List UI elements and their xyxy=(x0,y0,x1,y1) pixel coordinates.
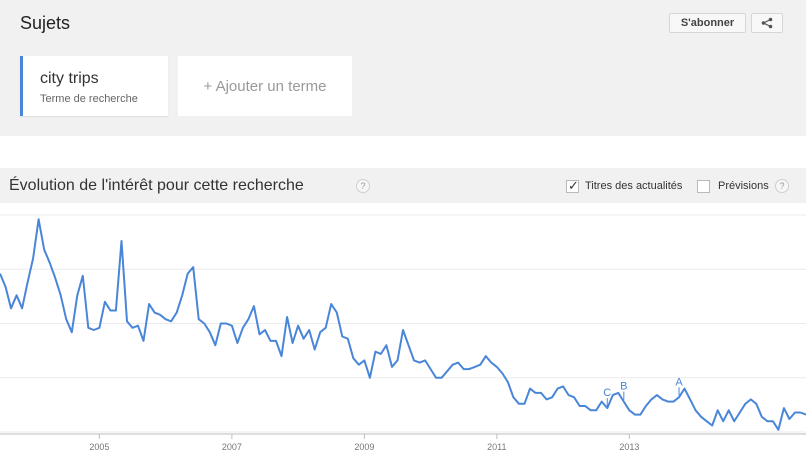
share-button[interactable] xyxy=(751,13,783,33)
help-icon[interactable]: ? xyxy=(356,179,370,193)
search-term-card[interactable]: city trips Terme de recherche xyxy=(20,56,168,116)
topics-title: Sujets xyxy=(20,13,71,33)
series-line xyxy=(0,218,806,431)
annotation-label[interactable]: A xyxy=(675,376,683,388)
interest-title: Évolution de l'intérêt pour cette recher… xyxy=(9,177,304,194)
term-type: Terme de recherche xyxy=(40,93,138,105)
annotation-label[interactable]: B xyxy=(620,381,627,393)
term-name: city trips xyxy=(40,70,99,87)
topics-panel: Sujets S'abonner city trips Terme de rec… xyxy=(0,0,806,136)
forecast-label: Prévisions xyxy=(718,180,769,192)
chart-grid xyxy=(0,214,806,433)
add-term-button[interactable]: + Ajouter un terme xyxy=(178,56,352,116)
news-annotations: CB A xyxy=(603,376,683,407)
forecast-help-icon[interactable]: ? xyxy=(775,179,789,193)
x-tick-label: 2005 xyxy=(89,442,109,452)
subscribe-button[interactable]: S'abonner xyxy=(669,13,746,33)
news-headlines-checkbox[interactable]: ✓ xyxy=(566,178,579,193)
annotation-label[interactable]: C xyxy=(603,387,611,399)
interest-header: Évolution de l'intérêt pour cette recher… xyxy=(0,168,806,203)
x-tick-label: 2013 xyxy=(619,442,639,452)
x-tick-label: 2011 xyxy=(487,442,506,452)
forecast-checkbox[interactable] xyxy=(697,180,710,193)
news-headlines-label: Titres des actualités xyxy=(585,180,683,192)
x-tick-label: 2007 xyxy=(222,442,242,452)
share-icon xyxy=(761,17,773,29)
checkmark-icon: ✓ xyxy=(568,178,579,193)
x-axis-ticks: 2005 2007 2009 2011 2013 xyxy=(89,434,639,452)
x-tick-label: 2009 xyxy=(354,442,374,452)
interest-chart: 2005 2007 2009 2011 2013 CB A xyxy=(0,214,806,452)
